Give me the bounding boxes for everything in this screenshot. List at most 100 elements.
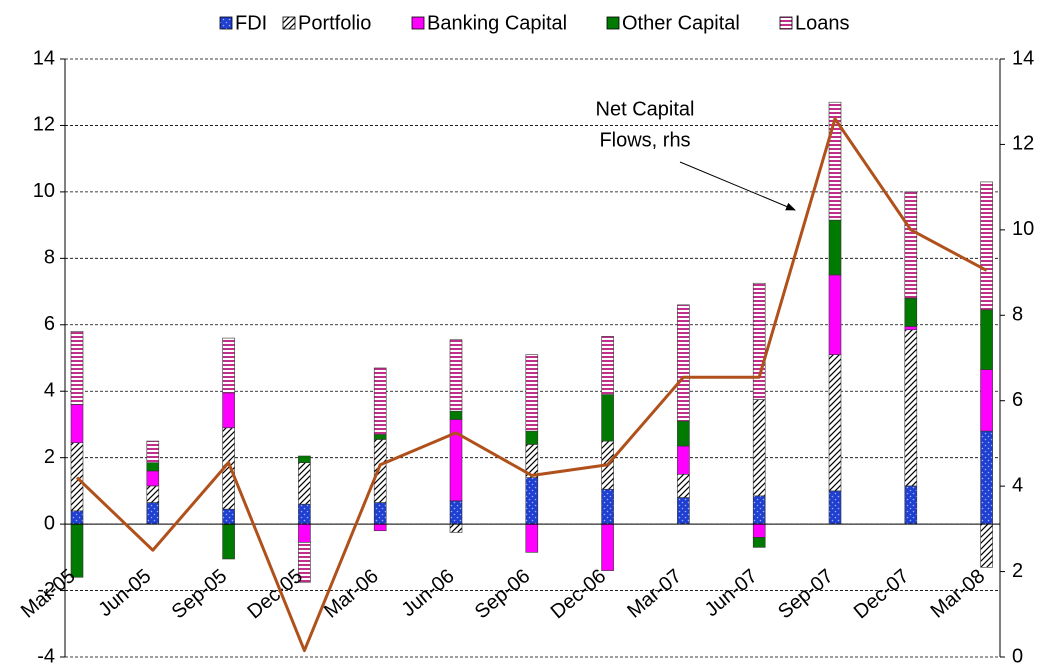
y-tick-label: 2 [44, 446, 55, 468]
y-tick-label: 0 [44, 512, 55, 534]
annotation: Flows, rhs [599, 129, 690, 151]
y2-tick-label: 12 [1012, 133, 1034, 155]
y-tick-label: -4 [37, 645, 55, 664]
bar-segment [222, 508, 235, 525]
bar-segment [373, 523, 387, 532]
legend-label: Loans [795, 12, 850, 34]
y-tick-label: 10 [33, 180, 55, 202]
bar-segment [146, 485, 160, 503]
bar-segment [828, 219, 842, 276]
bar-segment [601, 336, 614, 395]
bar-segment [373, 439, 387, 503]
x-tick-label: Jun-07 [701, 565, 762, 621]
y-tick-label: 12 [33, 114, 55, 136]
bar-segment [601, 523, 614, 571]
bar-segment [677, 445, 690, 475]
bar-segment [752, 495, 766, 525]
bar-segment [298, 523, 311, 543]
x-tick-label: Mar-08 [927, 565, 990, 623]
y-tick-label: 6 [44, 313, 55, 335]
bar-segment [828, 490, 842, 525]
bar-segment [677, 497, 690, 525]
x-tick-label: Mar-06 [320, 565, 383, 623]
y2-tick-label: 10 [1012, 218, 1034, 240]
bar-segment [70, 510, 84, 525]
bar-segment [525, 354, 539, 432]
bar-segment [222, 337, 235, 394]
bar-segment [677, 420, 690, 447]
y2-tick-label: 14 [1012, 47, 1034, 69]
x-tick-label: Jun-05 [94, 565, 155, 621]
bar-segment [980, 523, 993, 568]
y2-tick-label: 4 [1012, 474, 1023, 496]
bar-segment [752, 537, 766, 548]
x-tick-label: Dec-05 [243, 565, 307, 623]
annotation: Net Capital [596, 98, 695, 120]
y-tick-label: -2 [37, 579, 55, 601]
bar-segment [525, 477, 539, 525]
legend-swatch [411, 16, 425, 30]
bar-segment [752, 282, 766, 400]
bar-segment [70, 523, 84, 578]
legend-label: Portfolio [298, 12, 371, 34]
x-tick-label: Mar-05 [17, 565, 80, 623]
legend-label: Other Capital [622, 12, 740, 34]
bar-segment [298, 503, 311, 525]
bar-segment [904, 297, 918, 327]
bar-segment [146, 462, 160, 472]
bar-segment [70, 442, 84, 512]
bar-segment [373, 367, 387, 435]
bar-segment [222, 392, 235, 429]
bar-segment [601, 488, 614, 525]
bar-segment [525, 430, 539, 445]
bar-segment [70, 404, 84, 444]
x-tick-label: Dec-07 [850, 565, 914, 623]
bar-segment [677, 473, 690, 498]
y-tick-label: 8 [44, 247, 55, 269]
bar-segment [449, 500, 463, 525]
bar-segment [298, 462, 311, 505]
legend-label: FDI [235, 12, 267, 34]
bar-segment [146, 502, 160, 525]
bar-segment [677, 304, 690, 422]
bar-segment [146, 470, 160, 487]
net-flow-line [75, 117, 988, 653]
bar-segment [449, 339, 463, 412]
bar-segment [904, 329, 918, 487]
x-tick-label: Jun-06 [398, 565, 459, 621]
y2-tick-label: 2 [1012, 560, 1023, 582]
legend-swatch [282, 16, 296, 30]
y2-tick-label: 8 [1012, 304, 1023, 326]
bar-segment [980, 430, 993, 525]
bar-segment [828, 354, 842, 492]
bar-segment [980, 181, 993, 311]
bar-segment [904, 191, 918, 299]
y-tick-label: 4 [44, 380, 55, 402]
y-tick-label: 14 [33, 47, 55, 69]
bar-segment [904, 326, 918, 331]
legend-label: Banking Capital [427, 12, 567, 34]
bar-segment [980, 369, 993, 432]
x-tick-label: Mar-07 [623, 565, 686, 623]
x-tick-label: Sep-07 [774, 565, 838, 623]
bar-segment [601, 394, 614, 442]
bar-segment [298, 542, 311, 583]
x-tick-label: Dec-06 [547, 565, 611, 623]
y2-tick-label: 0 [1012, 645, 1023, 664]
y2-tick-label: 6 [1012, 389, 1023, 411]
x-tick-label: Sep-06 [471, 565, 535, 623]
legend-swatch [219, 16, 233, 30]
bar-segment [828, 274, 842, 355]
bar-segment [449, 410, 463, 420]
bar-segment [70, 331, 84, 405]
annotation-arrow [679, 161, 796, 211]
bar-segment [752, 399, 766, 497]
legend-swatch [606, 16, 620, 30]
bar-segment [525, 523, 539, 553]
bar-segment [752, 523, 766, 538]
bar-segment [980, 309, 993, 370]
bar-segment [373, 502, 387, 525]
bar-segment [373, 434, 387, 440]
bar-segment [222, 523, 235, 560]
